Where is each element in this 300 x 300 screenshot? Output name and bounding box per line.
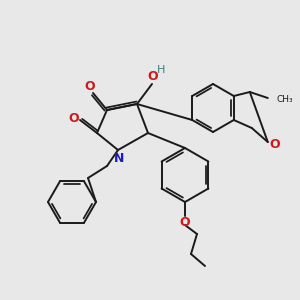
Text: O: O <box>269 137 280 151</box>
Text: O: O <box>180 217 190 230</box>
Text: O: O <box>148 70 158 83</box>
Text: O: O <box>69 112 79 124</box>
Text: H: H <box>157 65 165 75</box>
Text: N: N <box>114 152 124 164</box>
Text: CH₃: CH₃ <box>277 94 293 103</box>
Text: O: O <box>85 80 95 94</box>
